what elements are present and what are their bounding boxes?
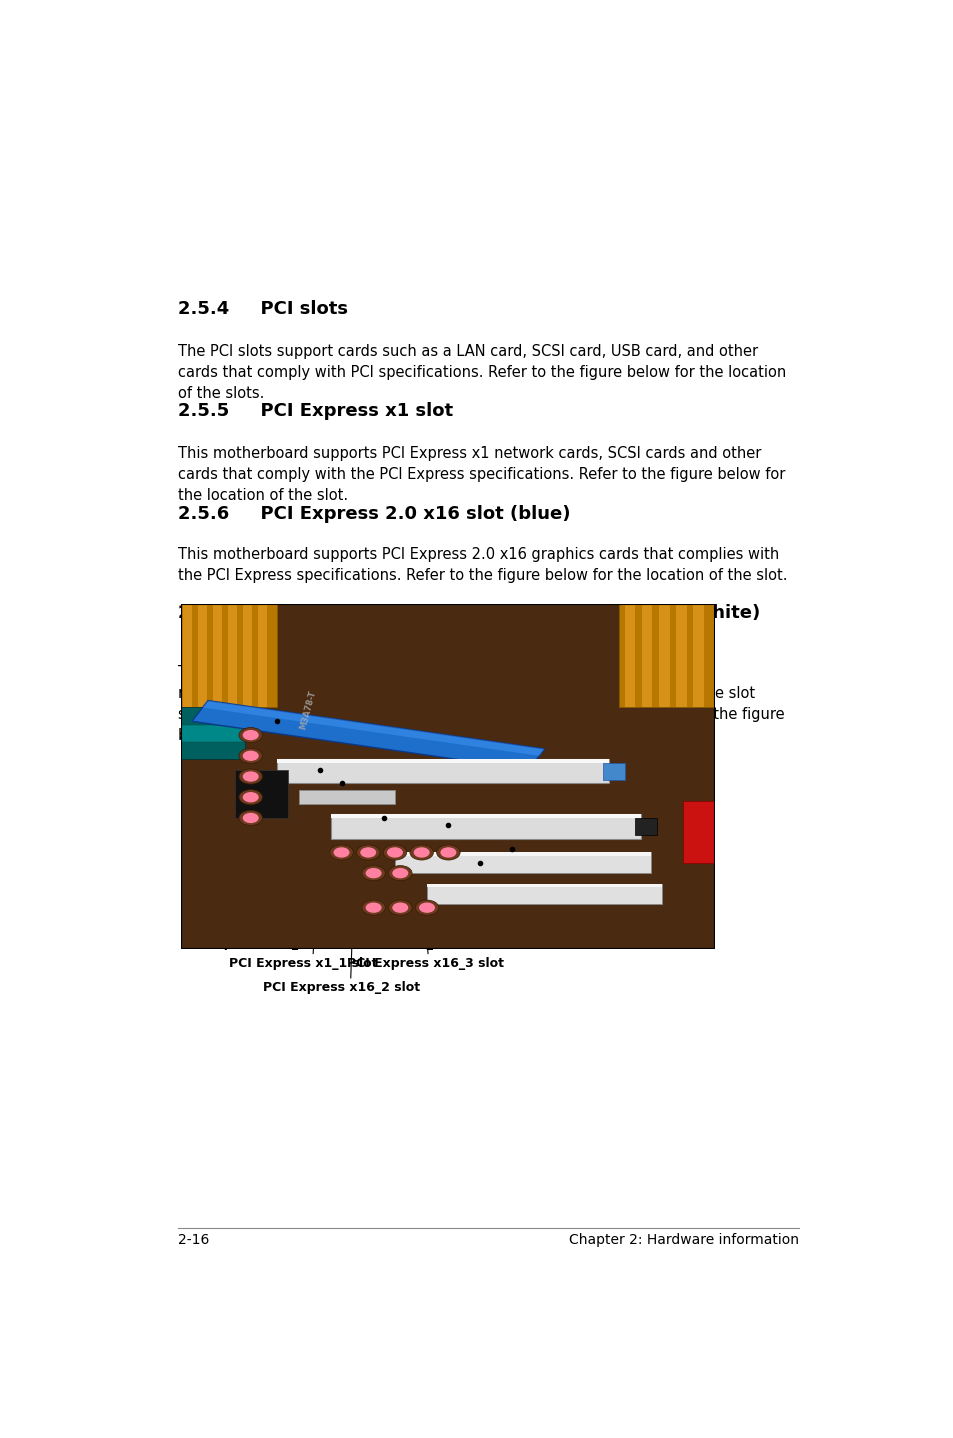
Text: PCI Express x16_3 slot: PCI Express x16_3 slot <box>347 956 503 969</box>
Text: This motherboard also supports two universal PCI Express 2.0 x16 slot at
maximum: This motherboard also supports two unive… <box>178 666 784 743</box>
Circle shape <box>387 847 402 857</box>
Circle shape <box>388 866 412 880</box>
Circle shape <box>238 728 262 742</box>
Circle shape <box>242 751 258 761</box>
Circle shape <box>330 846 353 860</box>
Circle shape <box>436 846 459 860</box>
Circle shape <box>440 847 456 857</box>
Bar <box>641 604 652 707</box>
Bar <box>395 853 651 856</box>
Bar <box>692 604 703 707</box>
Bar <box>395 853 651 873</box>
Bar <box>197 604 207 707</box>
Bar <box>242 604 252 707</box>
Text: Chapter 2: Hardware information: Chapter 2: Hardware information <box>569 1232 799 1247</box>
Bar <box>602 762 624 779</box>
Circle shape <box>388 900 412 915</box>
Circle shape <box>238 748 262 764</box>
Circle shape <box>334 847 349 857</box>
Bar <box>183 604 193 707</box>
Circle shape <box>356 846 379 860</box>
Bar <box>228 604 237 707</box>
Text: PCI Express x1_1 slot: PCI Express x1_1 slot <box>229 956 376 969</box>
Text: 2.5.7     Universal PCI Express x16 slots (black and white): 2.5.7 Universal PCI Express x16 slots (b… <box>178 604 760 623</box>
Circle shape <box>238 811 262 825</box>
Bar <box>298 791 395 804</box>
Circle shape <box>392 869 408 879</box>
Bar <box>618 604 715 707</box>
Text: PCI Express x16_1 slot: PCI Express x16_1 slot <box>180 936 336 949</box>
Bar <box>331 814 640 838</box>
Bar <box>427 883 661 905</box>
Text: 2.5.6     PCI Express 2.0 x16 slot (blue): 2.5.6 PCI Express 2.0 x16 slot (blue) <box>178 505 570 523</box>
Bar <box>257 604 267 707</box>
Circle shape <box>242 812 258 823</box>
Bar <box>181 725 245 742</box>
Bar <box>624 604 635 707</box>
Circle shape <box>242 792 258 802</box>
Circle shape <box>392 903 408 913</box>
Text: The PCI slots support cards such as a LAN card, SCSI card, USB card, and other
c: The PCI slots support cards such as a LA… <box>178 344 786 401</box>
Bar <box>635 818 656 835</box>
Bar <box>277 759 608 762</box>
Bar <box>181 604 277 707</box>
Text: PCI Express x16_2 slot: PCI Express x16_2 slot <box>263 981 420 994</box>
Circle shape <box>414 847 429 857</box>
Circle shape <box>365 903 381 913</box>
Bar <box>682 801 715 863</box>
Bar <box>213 604 222 707</box>
Bar <box>331 814 640 818</box>
Circle shape <box>415 900 438 915</box>
Bar <box>234 769 288 818</box>
Text: This motherboard supports PCI Express 2.0 x16 graphics cards that complies with
: This motherboard supports PCI Express 2.… <box>178 546 787 582</box>
Circle shape <box>242 731 258 741</box>
Bar <box>277 759 608 784</box>
Text: PCI_1 slot: PCI_1 slot <box>403 936 472 949</box>
Circle shape <box>383 846 406 860</box>
Bar <box>181 707 245 759</box>
Circle shape <box>238 789 262 805</box>
Bar <box>676 604 686 707</box>
Bar <box>427 883 661 887</box>
Circle shape <box>238 769 262 784</box>
Bar <box>659 604 669 707</box>
Circle shape <box>361 866 385 880</box>
Polygon shape <box>202 700 544 756</box>
Circle shape <box>242 771 258 782</box>
Circle shape <box>361 900 385 915</box>
Circle shape <box>410 846 433 860</box>
Text: 2.5.5     PCI Express x1 slot: 2.5.5 PCI Express x1 slot <box>178 401 453 420</box>
Text: PCI_2 slot: PCI_2 slot <box>450 916 517 929</box>
Text: 2-16: 2-16 <box>178 1232 210 1247</box>
Polygon shape <box>192 700 544 769</box>
Circle shape <box>418 903 435 913</box>
Text: 2.5.4     PCI slots: 2.5.4 PCI slots <box>178 301 348 318</box>
Text: This motherboard supports PCI Express x1 network cards, SCSI cards and other
car: This motherboard supports PCI Express x1… <box>178 446 785 503</box>
Text: M3A78-T: M3A78-T <box>298 689 317 731</box>
Circle shape <box>360 847 375 857</box>
Circle shape <box>365 869 381 879</box>
